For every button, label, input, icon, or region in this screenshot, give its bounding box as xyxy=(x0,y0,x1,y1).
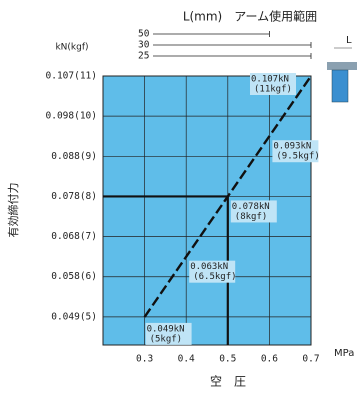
annotation-bg xyxy=(230,200,277,223)
y-tick-label: 0.107(11) xyxy=(46,71,97,82)
y-axis-title: 有効締付力 xyxy=(6,183,20,238)
annotation: (6.5kgf) xyxy=(193,272,236,282)
y-tick-label: 0.068(7) xyxy=(51,231,97,242)
y-tick-label: 0.088(9) xyxy=(51,151,97,162)
range-title: L(mm) アーム使用範囲 xyxy=(183,9,317,24)
clamp-arm xyxy=(327,62,357,70)
range-label: 25 xyxy=(138,51,149,62)
y-tick-label: 0.058(6) xyxy=(51,271,97,282)
x-tick-label: 0.7 xyxy=(302,354,319,365)
clamp-body xyxy=(331,69,349,103)
annotation: 0.063kN xyxy=(190,262,228,272)
annotation: 0.049kN xyxy=(147,324,185,334)
annotation-bg xyxy=(189,260,236,283)
annotation-bg xyxy=(250,73,296,95)
annotation: (8kgf) xyxy=(235,212,268,222)
annotation: (5kgf) xyxy=(150,334,183,344)
annotation-bg xyxy=(145,322,192,345)
data-line xyxy=(143,75,312,318)
y-tick-label: 0.098(10) xyxy=(46,111,97,122)
annotation: 0.107kN xyxy=(251,75,289,85)
range-label: 50 xyxy=(138,29,150,40)
annotation-bg xyxy=(272,140,319,163)
y-tick-label: 0.078(8) xyxy=(51,191,97,202)
x-tick-label: 0.5 xyxy=(219,354,236,365)
clamp-diagram: L xyxy=(327,35,357,103)
annotation: (11kgf) xyxy=(254,85,292,95)
y-tick-label: 0.049(5) xyxy=(51,311,97,322)
range-label: 30 xyxy=(138,40,150,51)
x-axis-title: 空 圧 xyxy=(210,375,246,389)
annotation: 0.078kN xyxy=(232,202,270,212)
x-tick-label: 0.3 xyxy=(136,354,153,365)
annotation: (9.5kgf) xyxy=(276,152,319,162)
annotation: 0.093kN xyxy=(273,142,311,152)
diagram-label: L xyxy=(346,35,352,46)
y-unit: kN(kgf) xyxy=(55,43,88,53)
x-tick-label: 0.6 xyxy=(261,354,278,365)
x-tick-label: 0.4 xyxy=(178,354,195,365)
x-unit: MPa xyxy=(334,348,354,359)
